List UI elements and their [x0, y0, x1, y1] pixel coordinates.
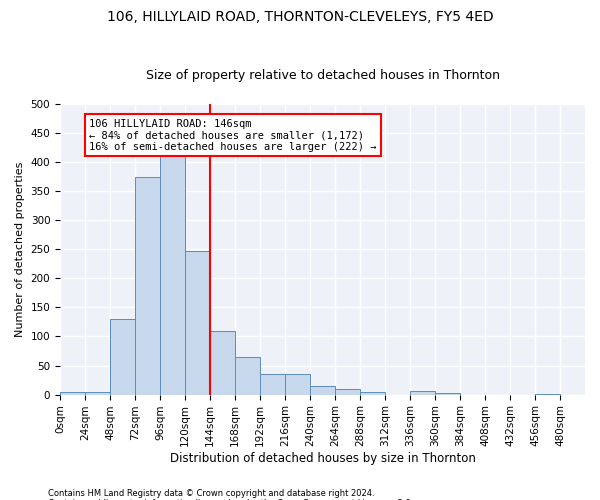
- Bar: [435, 393, 460, 394]
- Bar: [110, 319, 135, 394]
- Text: Contains public sector information licensed under the Open Government Licence v3: Contains public sector information licen…: [48, 498, 413, 500]
- Bar: [335, 390, 360, 394]
- Bar: [210, 330, 235, 394]
- Bar: [85, 392, 110, 394]
- Bar: [285, 374, 310, 394]
- Text: Contains HM Land Registry data © Crown copyright and database right 2024.: Contains HM Land Registry data © Crown c…: [48, 488, 374, 498]
- Bar: [360, 392, 385, 394]
- X-axis label: Distribution of detached houses by size in Thornton: Distribution of detached houses by size …: [170, 452, 475, 465]
- Text: 106 HILLYLAID ROAD: 146sqm
← 84% of detached houses are smaller (1,172)
16% of s: 106 HILLYLAID ROAD: 146sqm ← 84% of deta…: [89, 118, 377, 152]
- Text: 106, HILLYLAID ROAD, THORNTON-CLEVELEYS, FY5 4ED: 106, HILLYLAID ROAD, THORNTON-CLEVELEYS,…: [107, 10, 493, 24]
- Bar: [135, 176, 160, 394]
- Bar: [310, 386, 335, 394]
- Title: Size of property relative to detached houses in Thornton: Size of property relative to detached ho…: [146, 69, 500, 82]
- Bar: [260, 374, 285, 394]
- Bar: [185, 251, 210, 394]
- Bar: [235, 357, 260, 395]
- Bar: [60, 392, 85, 394]
- Y-axis label: Number of detached properties: Number of detached properties: [15, 162, 25, 337]
- Bar: [410, 391, 435, 394]
- Bar: [160, 154, 185, 394]
